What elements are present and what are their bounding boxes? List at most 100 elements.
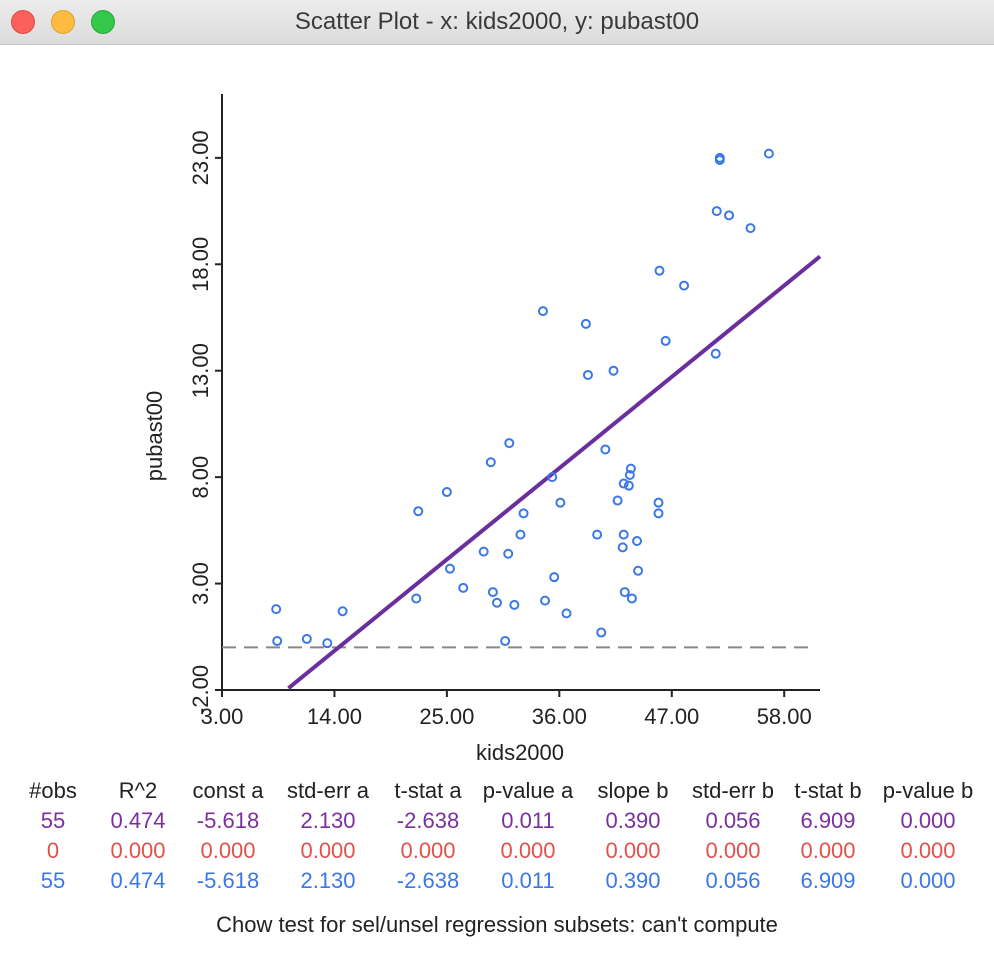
scatter-point[interactable] bbox=[618, 478, 629, 489]
scatter-point[interactable] bbox=[504, 438, 515, 449]
stats-value-cell: 2.130 bbox=[300, 868, 356, 893]
scatter-point[interactable] bbox=[633, 565, 644, 576]
scatter-point[interactable] bbox=[763, 148, 774, 159]
stats-value-cell: 6.909 bbox=[800, 868, 856, 893]
scatter-point[interactable] bbox=[272, 636, 283, 647]
scatter-point[interactable] bbox=[596, 627, 607, 638]
scatter-point[interactable] bbox=[547, 472, 558, 483]
stats-value-cell: 0.000 bbox=[900, 838, 956, 863]
scatter-point[interactable] bbox=[600, 444, 611, 455]
scatter-point[interactable] bbox=[518, 508, 529, 519]
stats-value-cell: 0.000 bbox=[300, 838, 356, 863]
scatter-point[interactable] bbox=[724, 210, 735, 221]
data-points[interactable] bbox=[271, 148, 774, 649]
stats-value-cell: -2.638 bbox=[396, 808, 460, 833]
scatter-point[interactable] bbox=[619, 587, 630, 598]
x-axis-label: kids2000 bbox=[476, 740, 564, 764]
scatter-point[interactable] bbox=[500, 636, 511, 647]
scatter-point[interactable] bbox=[444, 563, 455, 574]
stats-value-cell: 0.000 bbox=[605, 838, 661, 863]
stats-value-cell: 0.000 bbox=[900, 868, 956, 893]
minimize-icon[interactable] bbox=[51, 10, 75, 34]
stats-value-cell: -5.618 bbox=[196, 808, 260, 833]
stats-header-cell: t-stat a bbox=[394, 778, 462, 803]
stats-header-cell: R^2 bbox=[118, 778, 158, 803]
x-tick-label: 3.00 bbox=[201, 704, 244, 729]
scatter-point[interactable] bbox=[561, 608, 572, 619]
scatter-point[interactable] bbox=[660, 335, 671, 346]
scatter-point[interactable] bbox=[710, 348, 721, 359]
scatter-point[interactable] bbox=[653, 508, 664, 519]
scatter-plot[interactable]: 3.00 14.00 25.00 36.00 47.00 58.00-2.003.008.… bbox=[0, 44, 994, 764]
stats-header-cell: p-value a bbox=[482, 778, 574, 803]
scatter-point[interactable] bbox=[625, 463, 636, 474]
stats-value-cell: 55 bbox=[40, 808, 66, 833]
stats-value-cell: 6.909 bbox=[800, 808, 856, 833]
scatter-point[interactable] bbox=[487, 587, 498, 598]
scatter-point[interactable] bbox=[458, 582, 469, 593]
scatter-point[interactable] bbox=[632, 536, 643, 546]
stats-value-cell: 0.056 bbox=[705, 868, 761, 893]
stats-value-cell: 2.130 bbox=[300, 808, 356, 833]
stats-value-cell: 0.474 bbox=[110, 868, 166, 893]
chow-test-message: Chow test for sel/unsel regression subse… bbox=[216, 912, 778, 937]
stats-header-cell: std-err a bbox=[287, 778, 369, 803]
scatter-point[interactable] bbox=[555, 497, 566, 508]
scatter-point[interactable] bbox=[592, 529, 603, 540]
scatter-point[interactable] bbox=[745, 223, 756, 234]
scatter-point[interactable] bbox=[711, 206, 722, 217]
title-bar[interactable]: Scatter Plot - x: kids2000, y: pubast00 bbox=[0, 0, 994, 45]
scatter-point[interactable] bbox=[337, 606, 348, 617]
stats-value-cell: 0.000 bbox=[800, 838, 856, 863]
scatter-point[interactable] bbox=[608, 365, 619, 376]
scatter-point[interactable] bbox=[503, 548, 514, 559]
scatter-point[interactable] bbox=[537, 306, 548, 317]
stats-header-row: #obs R^2 const a std-err a t-stat a p-value a… bbox=[18, 776, 978, 806]
scatter-point[interactable] bbox=[271, 604, 282, 615]
scatter-point[interactable] bbox=[617, 542, 628, 553]
scatter-point[interactable] bbox=[623, 480, 634, 491]
scatter-point[interactable] bbox=[441, 487, 452, 498]
scatter-point[interactable] bbox=[679, 280, 690, 291]
close-icon[interactable] bbox=[11, 10, 35, 34]
scatter-point[interactable] bbox=[491, 597, 502, 608]
zoom-icon[interactable] bbox=[91, 10, 115, 34]
scatter-point[interactable] bbox=[413, 506, 424, 517]
stats-header-cell: std-err b bbox=[692, 778, 774, 803]
stats-header-cell: t-stat b bbox=[794, 778, 862, 803]
scatter-point[interactable] bbox=[612, 495, 623, 506]
scatter-point[interactable] bbox=[485, 457, 496, 468]
scatter-point[interactable] bbox=[653, 497, 664, 508]
scatter-point[interactable] bbox=[549, 572, 560, 583]
scatter-point[interactable] bbox=[580, 318, 591, 329]
x-tick-label: 36.00 bbox=[532, 704, 587, 729]
y-tick-label: -2.00 bbox=[188, 665, 213, 715]
window-title: Scatter Plot - x: kids2000, y: pubast00 bbox=[294, 8, 700, 35]
stats-value-cell: -5.618 bbox=[196, 868, 260, 893]
scatter-point[interactable] bbox=[618, 529, 629, 540]
scatter-point[interactable] bbox=[540, 595, 551, 606]
scatter-point[interactable] bbox=[322, 638, 333, 649]
scatter-point[interactable] bbox=[626, 593, 637, 604]
y-tick-label: 18.00 bbox=[188, 237, 213, 292]
scatter-point[interactable] bbox=[624, 470, 635, 481]
stats-header-cell: p-value b bbox=[882, 778, 974, 803]
scatter-point[interactable] bbox=[582, 369, 593, 380]
stats-value-cell: 0.056 bbox=[705, 808, 761, 833]
stats-row-all: 55 0.474 -5.618 2.130 -2.638 0.011 0.390 0.056 6… bbox=[18, 806, 978, 836]
stats-value-cell: 0.000 bbox=[200, 838, 256, 863]
scatter-point[interactable] bbox=[515, 529, 526, 540]
plot-axes: 3.00 14.00 25.00 36.00 47.00 58.00-2.003.008.… bbox=[188, 94, 820, 729]
scatter-point[interactable] bbox=[411, 593, 422, 604]
scatter-point[interactable] bbox=[301, 633, 312, 644]
stats-value-cell: 0.011 bbox=[501, 868, 555, 893]
stats-value-cell: 0.474 bbox=[110, 808, 166, 833]
scatter-point[interactable] bbox=[478, 546, 489, 557]
scatter-point[interactable] bbox=[714, 152, 725, 163]
scatter-point[interactable] bbox=[654, 265, 665, 276]
scatter-point[interactable] bbox=[509, 599, 520, 610]
stats-header-cell: const a bbox=[192, 778, 264, 803]
stats-value-cell: 0.000 bbox=[705, 838, 761, 863]
x-tick-label: 58.00 bbox=[757, 704, 812, 729]
